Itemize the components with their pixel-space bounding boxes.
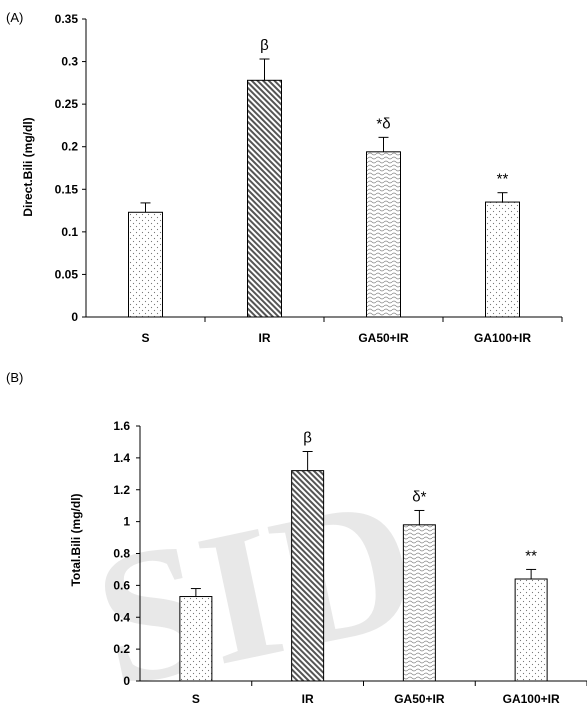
y-tick-label: 1.4 xyxy=(113,451,130,465)
x-tick-label: S xyxy=(192,692,200,706)
y-tick-label: 1.2 xyxy=(113,483,130,497)
y-axis-label: Direct.Bili (mg/dl) xyxy=(21,117,35,216)
y-tick-label: 0.2 xyxy=(61,140,78,154)
y-tick-label: 0 xyxy=(71,310,78,324)
significance-marker: *δ xyxy=(376,115,390,132)
y-axis-label: Total.Bili (mg/dl) xyxy=(69,493,83,586)
bar-ga100-ir xyxy=(485,201,520,318)
y-tick-label: 0.3 xyxy=(61,55,78,69)
chart-panel-a: (A) Direct.Bili (mg/dl) 0 0.05 0.1 0.15 0.2 0… xyxy=(6,10,563,345)
bar-s xyxy=(128,211,163,318)
y-tick-label: 0.8 xyxy=(113,547,130,561)
y-tick-label: 0.25 xyxy=(55,97,79,111)
chart-panel-b: (B) Total.Bili (mg/dl) 0 0.2 0.4 0.6 0.8 1 1.2… xyxy=(6,370,587,706)
y-tick-label: 0.15 xyxy=(55,182,79,196)
watermark: SID xyxy=(80,457,434,711)
y-tick-label: 1.6 xyxy=(113,419,130,433)
significance-marker: δ* xyxy=(412,488,426,505)
x-tick-label: GA50+IR xyxy=(394,692,445,706)
bar-ga100-ir xyxy=(514,578,548,682)
bar-s xyxy=(179,596,213,682)
y-tick-label: 0.2 xyxy=(113,642,130,656)
bar-ir xyxy=(291,470,325,682)
y-tick-label: 0.1 xyxy=(61,225,78,239)
y-tick-label: 0.6 xyxy=(113,578,130,592)
bar-ga50-ir xyxy=(402,524,436,682)
significance-marker: β xyxy=(260,37,269,54)
significance-marker: ** xyxy=(525,547,537,564)
y-tick-label: 0.4 xyxy=(113,610,130,624)
y-tick-label: 0 xyxy=(123,674,130,688)
panel-label: (B) xyxy=(6,370,23,385)
bar-ga50-ir xyxy=(366,151,401,318)
x-tick-label: GA100+IR xyxy=(474,331,531,345)
y-tick-label: 0.05 xyxy=(55,267,79,281)
x-tick-label: IR xyxy=(302,692,314,706)
y-tick-label: 0.35 xyxy=(55,12,79,26)
x-tick-label: S xyxy=(141,331,149,345)
y-tick-label: 1 xyxy=(123,515,130,529)
significance-marker: ** xyxy=(497,171,509,188)
panel-label: (A) xyxy=(6,10,23,25)
x-tick-label: GA50+IR xyxy=(358,331,409,345)
bar-ir xyxy=(247,79,282,318)
x-tick-label: GA100+IR xyxy=(503,692,560,706)
significance-marker: β xyxy=(303,430,312,447)
x-tick-label: IR xyxy=(259,331,271,345)
